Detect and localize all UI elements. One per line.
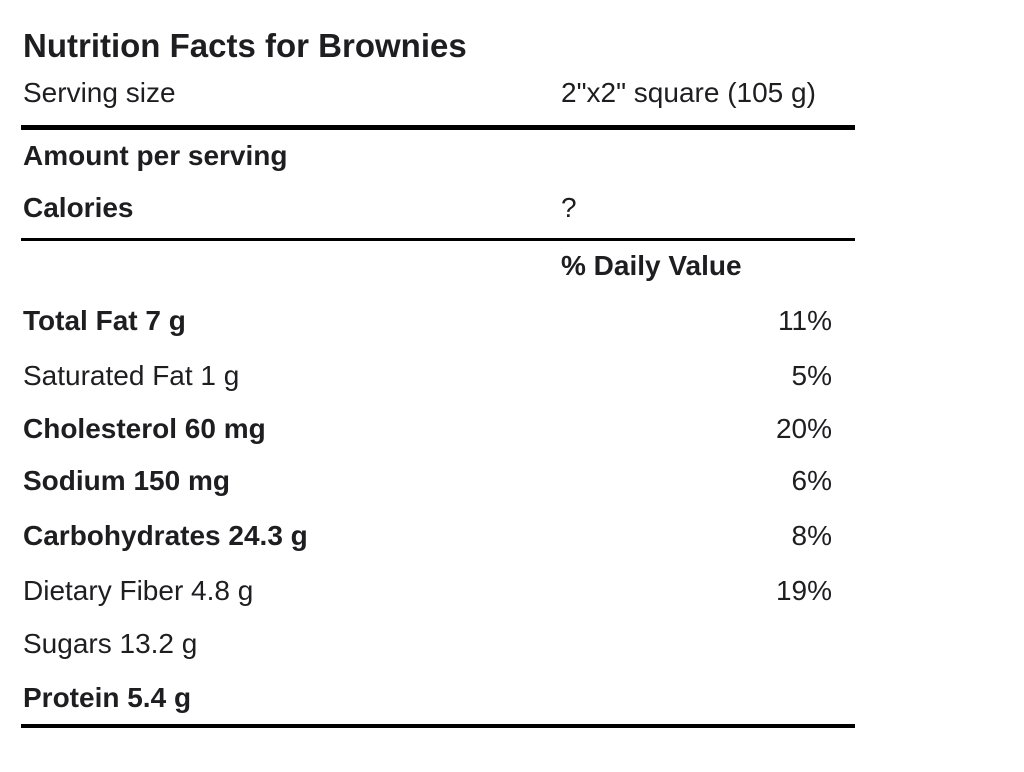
nutrient-row: Carbohydrates 24.3 g 8% [21,522,855,550]
thick-divider [21,125,855,130]
amount-per-serving-label: Amount per serving [23,140,288,171]
nutrient-daily-value: 19% [775,575,832,606]
nutrient-daily-value: 5% [791,360,832,391]
nutrient-name: Sodium 150 mg [23,465,230,496]
nutrient-row: Saturated Fat 1 g 5% [21,362,855,390]
nutrient-name: Total Fat 7 g [23,305,186,336]
nutrient-daily-value: 6% [791,465,832,496]
nutrient-row: Protein 5.4 g [21,684,855,712]
nutrient-row: Total Fat 7 g 11% [21,307,855,335]
nutrient-daily-value [832,630,855,658]
nutrient-daily-value: 8% [791,520,832,551]
nutrient-name: Carbohydrates 24.3 g [23,520,308,551]
nutrient-name: Sugars 13.2 g [23,628,198,659]
calories-value: ? [561,192,577,223]
nutrient-daily-value: 11% [778,305,832,336]
nutrient-name: Saturated Fat 1 g [23,360,240,391]
amount-per-serving-row: Amount per serving [21,142,855,170]
calories-row: Calories ? [21,194,855,222]
serving-size-value: 2"x2" square (105 g) [561,77,816,108]
nutrient-daily-value: 20% [775,413,832,444]
serving-size-row: Serving size 2"x2" square (105 g) [21,79,855,107]
nutrient-name: Dietary Fiber 4.8 g [23,575,254,606]
nutrient-row: Dietary Fiber 4.8 g 19% [21,577,855,605]
nutrient-row: Sugars 13.2 g [21,630,855,658]
nutrient-daily-value [832,684,855,712]
calories-label: Calories [23,192,134,223]
nutrient-name: Cholesterol 60 mg [23,413,266,444]
serving-size-label: Serving size [23,77,176,108]
page-title: Nutrition Facts for Brownies [23,27,467,64]
nutrient-row: Cholesterol 60 mg 20% [21,415,855,443]
nutrient-name: Protein 5.4 g [23,682,192,713]
nutrient-row: Sodium 150 mg 6% [21,467,855,495]
mid-divider [21,238,855,241]
daily-value-header: % Daily Value [561,250,742,281]
bottom-divider [21,724,855,728]
